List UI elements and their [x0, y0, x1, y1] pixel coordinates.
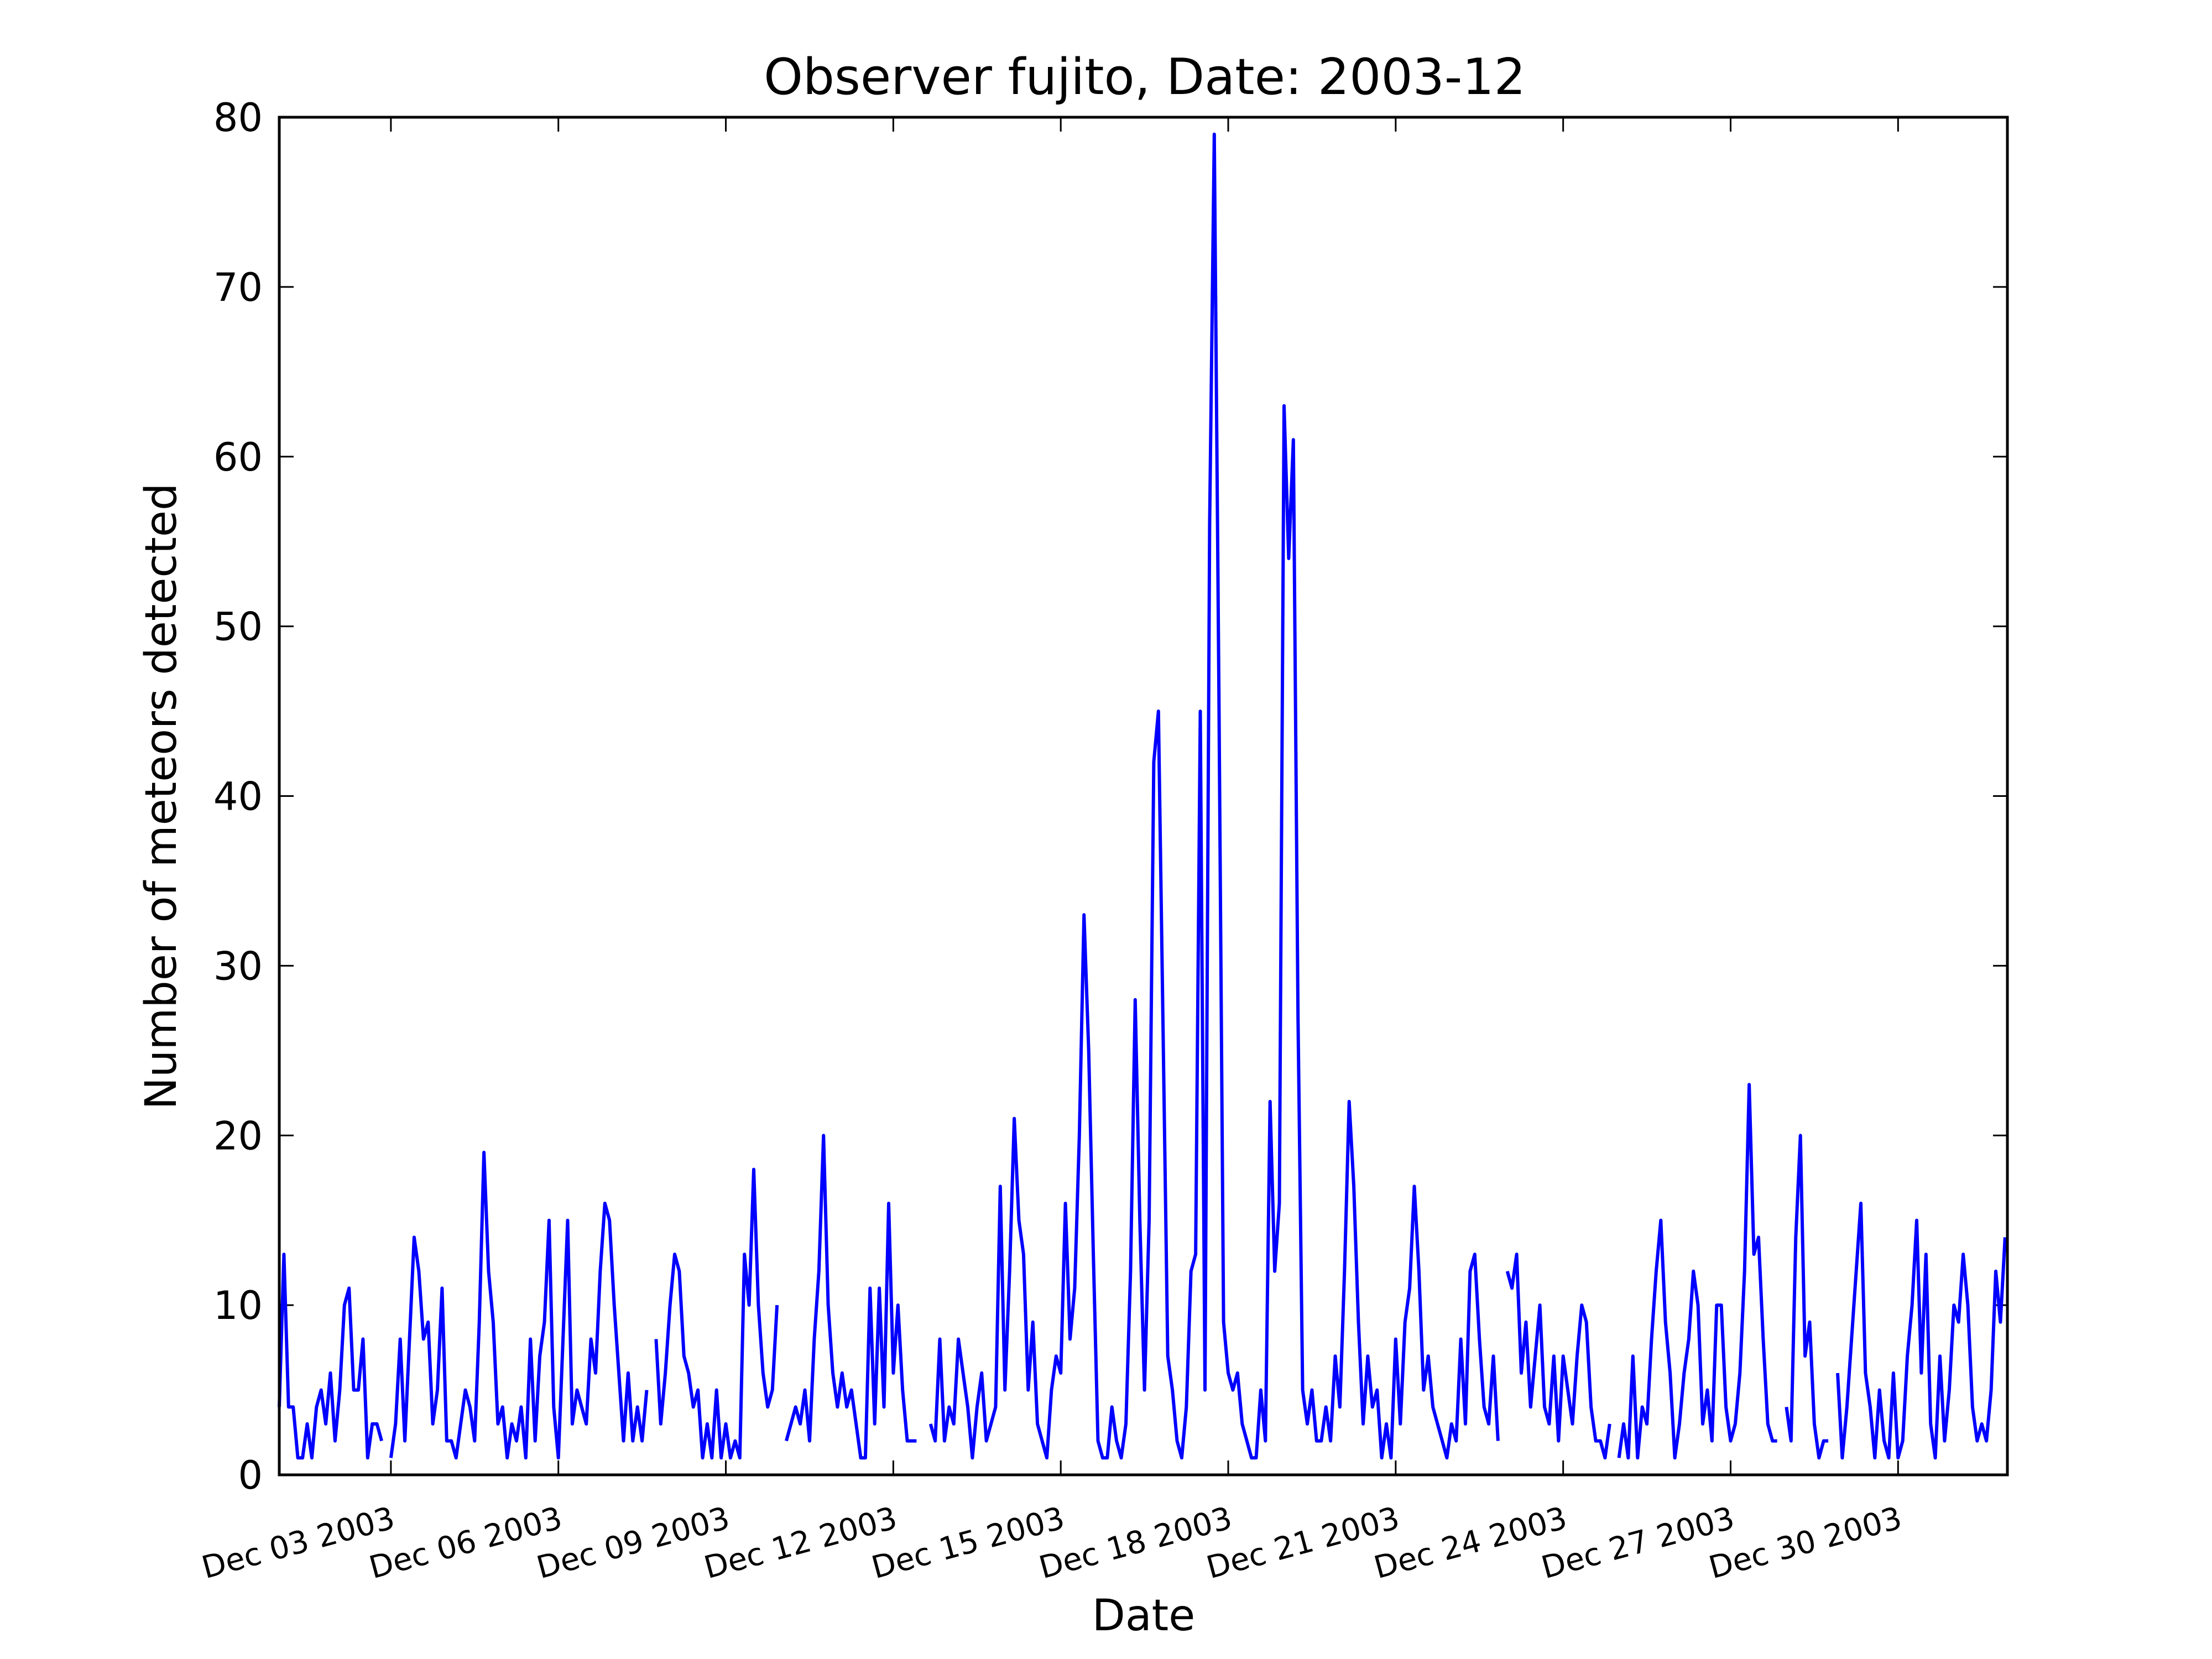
y-tick-label: 10 [213, 1283, 263, 1328]
y-tick-label: 80 [213, 95, 263, 140]
y-axis-label: Number of meteors detected [137, 483, 186, 1110]
y-tick-label: 40 [213, 774, 263, 820]
y-tick-label: 50 [213, 604, 263, 650]
plot-frame [278, 116, 2009, 1477]
y-tick-label: 70 [213, 265, 263, 310]
y-tick-label: 20 [213, 1113, 263, 1159]
series-line [278, 132, 2007, 1460]
x-axis-label: Date [1092, 1591, 1195, 1641]
y-tick-label: 0 [238, 1453, 263, 1498]
y-tick-label: 60 [213, 435, 263, 480]
y-tick-label: 30 [213, 943, 263, 989]
series-path [278, 132, 2007, 1460]
chart-title: Observer fujito, Date: 2003-12 [764, 48, 1526, 106]
